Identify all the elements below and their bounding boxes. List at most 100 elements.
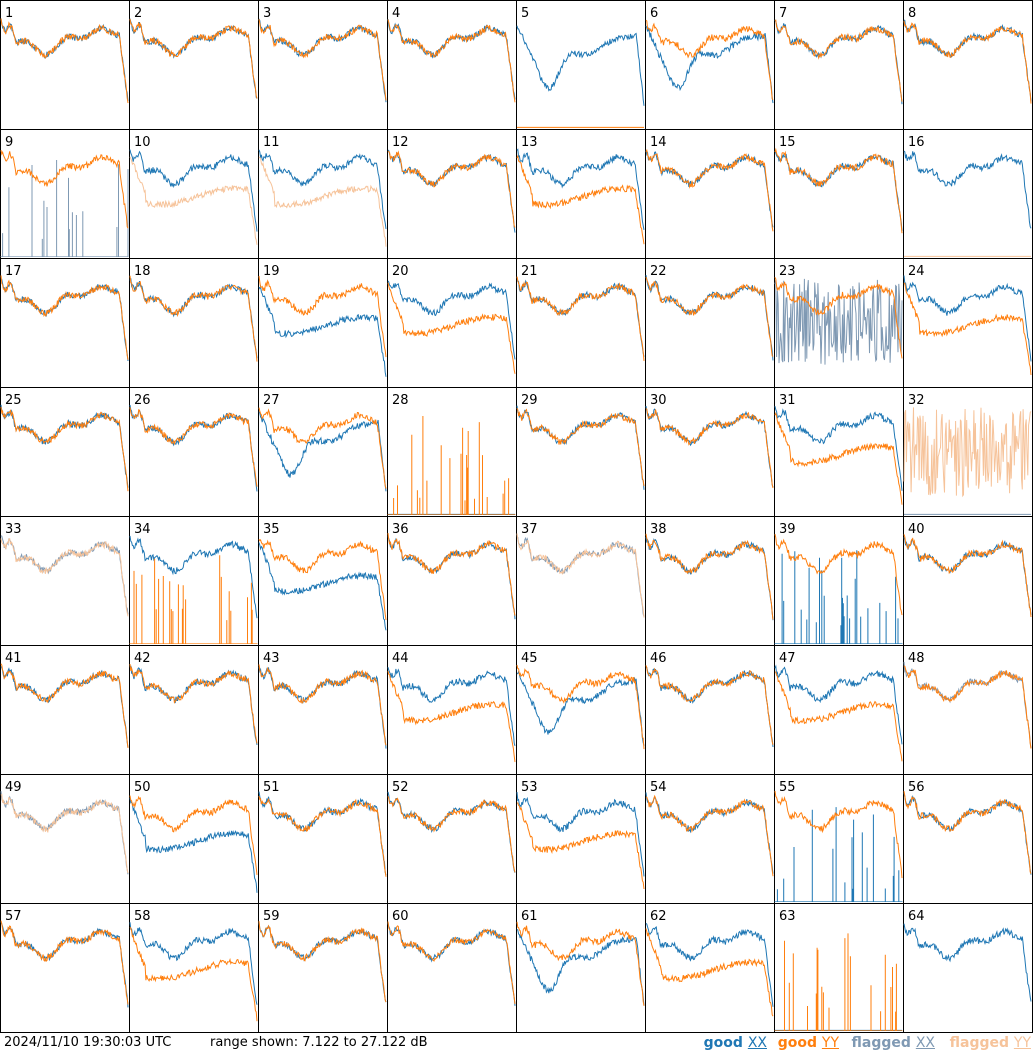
panel-label: 34 — [134, 522, 151, 537]
series-yy — [645, 148, 774, 232]
panel-3: 3 — [258, 0, 388, 130]
panel-label: 1 — [5, 6, 13, 21]
panel-frame — [516, 258, 646, 388]
panel-frame — [774, 0, 904, 130]
series-yy — [516, 276, 645, 361]
panel-34: 34 — [129, 516, 259, 646]
series-yy — [516, 407, 645, 487]
panel-44: 44 — [387, 645, 517, 775]
panel-label: 30 — [650, 393, 667, 408]
panel-frame — [516, 774, 646, 904]
series-yy — [258, 407, 387, 489]
panel-24: 24 — [903, 258, 1033, 388]
panel-label: 9 — [5, 135, 13, 150]
panel-label: 35 — [263, 522, 280, 537]
panel-frame — [903, 645, 1033, 775]
panel-25: 25 — [0, 387, 130, 517]
panel-label: 27 — [263, 393, 280, 408]
panel-19: 19 — [258, 258, 388, 388]
series-yy — [387, 282, 516, 374]
series-yy — [387, 670, 516, 763]
panel-48: 48 — [903, 645, 1033, 775]
series-yy — [645, 19, 774, 101]
panel-label: 43 — [263, 651, 280, 666]
panel-label: 57 — [5, 909, 22, 924]
panel-55: 55 — [774, 774, 904, 904]
panel-frame — [129, 0, 259, 130]
panel-label: 19 — [263, 264, 280, 279]
series-xx — [774, 278, 903, 365]
panel-label: 46 — [650, 651, 667, 666]
panel-56: 56 — [903, 774, 1033, 904]
series-yy — [774, 19, 903, 102]
legend-flagged-yy: flagged YY — [950, 1035, 1031, 1051]
panel-label: 50 — [134, 780, 151, 795]
panel-label: 53 — [521, 780, 538, 795]
panel-label: 62 — [650, 909, 667, 924]
series-xx — [774, 550, 903, 644]
panel-frame — [387, 258, 517, 388]
series-yy — [258, 664, 387, 746]
panel-frame — [258, 774, 388, 904]
panel-frame — [774, 645, 904, 775]
legend-good-xx-label: good — [703, 1035, 743, 1051]
panel-label: 25 — [5, 393, 22, 408]
series-xx — [903, 150, 1032, 229]
legend-good-yy: good YY — [778, 1035, 839, 1051]
panel-label: 29 — [521, 393, 538, 408]
panel-47: 47 — [774, 645, 904, 775]
series-yy — [0, 18, 129, 104]
panel-frame — [129, 516, 259, 646]
panel-label: 23 — [779, 264, 796, 279]
panel-58: 58 — [129, 903, 259, 1033]
legend-flagged-yy-pol: YY — [1013, 1035, 1031, 1051]
panel-9: 9 — [0, 129, 130, 259]
panel-23: 23 — [774, 258, 904, 388]
panel-label: 56 — [908, 780, 925, 795]
panel-49: 49 — [0, 774, 130, 904]
series-xx — [516, 792, 645, 877]
panel-10: 10 — [129, 129, 259, 259]
panel-frame — [387, 0, 517, 130]
panel-frame — [387, 387, 517, 517]
range-shown: range shown: 7.122 to 27.122 dB — [210, 1035, 428, 1050]
panel-label: 61 — [521, 909, 538, 924]
panel-label: 24 — [908, 264, 925, 279]
series-xx — [258, 149, 387, 229]
panel-label: 17 — [5, 264, 22, 279]
panel-frame — [387, 774, 517, 904]
panel-4: 4 — [387, 0, 517, 130]
series-yy — [774, 933, 903, 1031]
series-yy — [129, 275, 258, 362]
panel-35: 35 — [258, 516, 388, 646]
panel-frame — [903, 903, 1033, 1033]
series-yy — [645, 533, 774, 620]
panel-41: 41 — [0, 645, 130, 775]
panel-1: 1 — [0, 0, 130, 130]
panel-label: 51 — [263, 780, 280, 795]
series-yy — [258, 795, 387, 877]
panel-label: 48 — [908, 651, 925, 666]
panel-label: 12 — [392, 135, 409, 150]
panel-frame — [0, 903, 130, 1033]
panel-frame — [645, 0, 775, 130]
legend-flagged-xx: flagged XX — [852, 1035, 935, 1051]
panel-label: 54 — [650, 780, 667, 795]
panel-38: 38 — [645, 516, 775, 646]
panel-label: 18 — [134, 264, 151, 279]
series-yy — [903, 282, 1032, 376]
panel-label: 7 — [779, 6, 787, 21]
panel-label: 11 — [263, 135, 280, 150]
panel-label: 33 — [5, 522, 22, 537]
panel-frame — [774, 387, 904, 517]
series-yy — [387, 796, 516, 873]
series-yy — [129, 156, 258, 245]
series-xx — [258, 411, 387, 492]
panel-frame — [129, 774, 259, 904]
panel-label: 52 — [392, 780, 409, 795]
panel-frame — [645, 258, 775, 388]
series-xx — [645, 405, 774, 488]
series-yy — [129, 18, 258, 99]
panel-60: 60 — [387, 903, 517, 1033]
panel-20: 20 — [387, 258, 517, 388]
